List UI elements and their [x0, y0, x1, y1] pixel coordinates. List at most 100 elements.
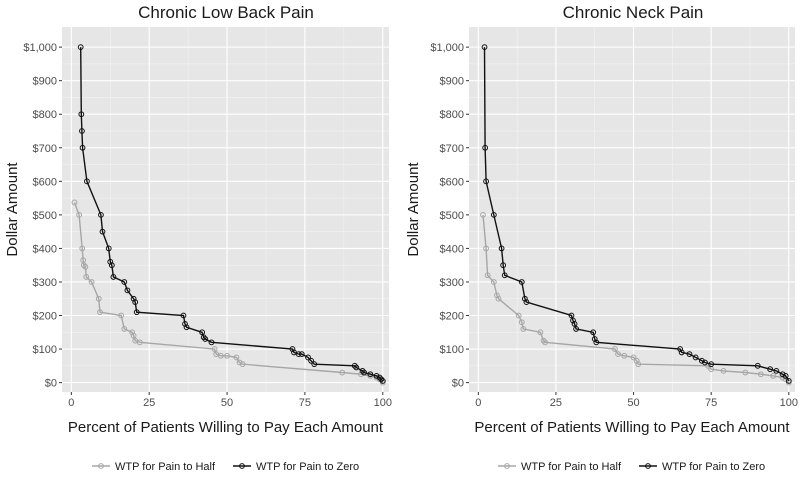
data-point [180, 312, 187, 319]
data-point [481, 44, 488, 51]
x-tick-label: 25 [550, 397, 562, 409]
plot-background [62, 27, 389, 392]
data-point [633, 357, 640, 364]
data-point [573, 326, 580, 332]
data-point [480, 211, 486, 218]
y-tick-label: $300 [440, 277, 464, 289]
data-point [79, 128, 85, 134]
legend-label: WTP for Pain to Zero [662, 461, 765, 473]
data-point [494, 292, 500, 299]
data-point [233, 354, 240, 361]
data-point [483, 178, 489, 185]
data-point [224, 352, 230, 359]
data-point [79, 144, 86, 151]
x-tick-label: 0 [68, 397, 74, 409]
data-point [236, 359, 243, 366]
data-point [239, 361, 246, 368]
x-tick-label: 100 [374, 397, 392, 409]
data-point [132, 299, 139, 305]
data-point [110, 274, 117, 280]
y-tick-label: $500 [33, 210, 57, 222]
data-point [76, 211, 83, 218]
data-point [498, 245, 505, 252]
data-point [757, 371, 764, 378]
data-point [708, 361, 715, 368]
data-point [542, 339, 548, 346]
data-point [130, 332, 137, 339]
data-point [202, 336, 209, 342]
data-point [754, 362, 761, 369]
y-tick-label: $400 [440, 243, 464, 255]
data-point [208, 339, 215, 346]
data-point [692, 354, 699, 361]
data-point [105, 245, 112, 252]
panel-title: Chronic Neck Pain [563, 3, 704, 22]
data-point [767, 366, 774, 373]
data-point [540, 337, 547, 344]
y-tick-label: $1,000 [23, 42, 57, 54]
x-axis-title: Percent of Patients Willing to Pay Each … [68, 419, 384, 436]
data-point [373, 372, 380, 379]
y-tick-label: $700 [440, 143, 464, 155]
y-tick-label: $400 [33, 243, 57, 255]
data-point [121, 279, 128, 285]
data-point [379, 378, 386, 384]
y-tick-label: $500 [440, 210, 464, 222]
data-point [308, 357, 315, 364]
data-point [568, 312, 575, 319]
data-point [199, 329, 206, 336]
data-point [108, 262, 115, 269]
data-point [630, 354, 637, 361]
data-point [779, 371, 786, 378]
data-point [490, 211, 497, 218]
data-point [495, 295, 502, 302]
y-tick-label: $200 [33, 311, 57, 323]
data-point [615, 351, 621, 357]
panel-2: 0 25 50 75 100 $0 $100 $200 $300 $400 $500 $600 $700… [405, 3, 798, 473]
data-point [339, 369, 346, 376]
x-tick-label: 0 [475, 397, 481, 409]
data-point [211, 346, 218, 352]
data-point [635, 361, 642, 368]
x-tick-label: 75 [299, 397, 311, 409]
legend-key-point [645, 463, 651, 469]
data-point [367, 371, 374, 378]
legend-label: WTP for Pain to Half [521, 461, 622, 473]
data-point [773, 367, 780, 374]
x-axis-title: Percent of Patients Willing to Pay Each … [474, 419, 790, 436]
legend-label: WTP for Pain to Zero [256, 461, 359, 473]
y-tick-label: $700 [33, 143, 57, 155]
data-point [79, 245, 86, 252]
legend: WTP for Pain to Half WTP for Pain to Zero [498, 461, 765, 473]
data-point [136, 339, 143, 346]
data-point [311, 361, 318, 368]
data-point [612, 346, 618, 352]
y-tick-label: $600 [440, 176, 464, 188]
data-point [378, 376, 385, 383]
data-point [570, 317, 576, 324]
data-point [523, 299, 530, 305]
data-point [183, 324, 190, 331]
panel-title: Chronic Low Back Pain [138, 3, 314, 22]
data-point [593, 339, 600, 346]
data-point [99, 228, 106, 235]
data-point [482, 144, 489, 151]
data-point [571, 320, 578, 327]
data-point [515, 312, 522, 319]
data-point [80, 262, 87, 269]
data-point [358, 371, 364, 378]
data-point [121, 326, 128, 332]
data-point [779, 374, 786, 381]
data-point [521, 295, 528, 302]
plot-background [469, 27, 795, 392]
series-zero-panel-1 [77, 44, 386, 384]
legend: WTP for Pain to Half WTP for Pain to Zero [92, 461, 359, 473]
data-point [298, 351, 305, 357]
x-tick-label: 25 [143, 397, 155, 409]
y-tick-label: $900 [33, 76, 57, 88]
data-point [490, 279, 497, 285]
data-point [484, 272, 491, 279]
data-point [537, 329, 544, 336]
x-tick-label: 50 [627, 397, 639, 409]
